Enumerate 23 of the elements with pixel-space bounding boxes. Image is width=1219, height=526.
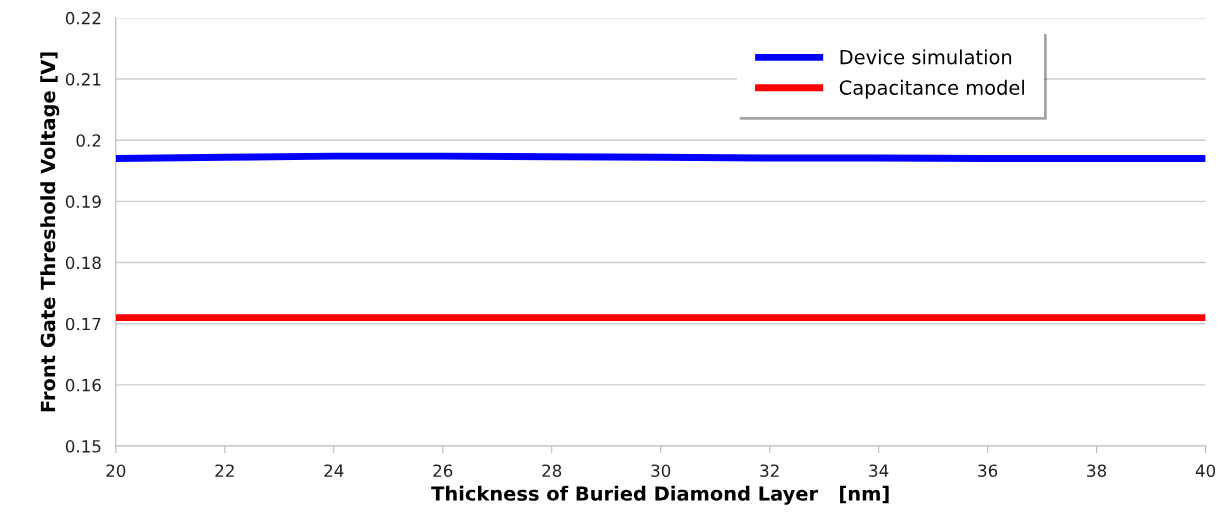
x-tick-label: 26 bbox=[433, 464, 453, 477]
x-tick-label: 24 bbox=[324, 464, 344, 477]
legend-label: Device simulation bbox=[840, 49, 1012, 65]
legend-label: Capacitance model bbox=[839, 79, 1024, 99]
y-tick-label: 0.15 bbox=[65, 440, 101, 453]
y-tick-label: 0.19 bbox=[65, 195, 101, 208]
x-tick-label: 38 bbox=[1087, 464, 1107, 477]
y-tick-label: 0.2 bbox=[76, 134, 101, 147]
y-tick-label: 0.21 bbox=[65, 73, 101, 86]
x-tick-label: 30 bbox=[651, 464, 671, 477]
x-axis-title: Thickness of Buried Diamond Layer [nm] bbox=[431, 485, 889, 505]
y-tick-label: 0.18 bbox=[65, 256, 101, 270]
x-tick-label: 22 bbox=[215, 464, 234, 477]
x-tick-label: 20 bbox=[106, 464, 126, 477]
x-tick-label: 36 bbox=[978, 464, 998, 477]
x-tick-label: 40 bbox=[1195, 464, 1216, 477]
x-tick-label: 28 bbox=[542, 464, 562, 477]
y-tick-label: 0.17 bbox=[65, 317, 101, 331]
x-tick-label: 34 bbox=[869, 464, 889, 477]
x-tick-label: 32 bbox=[760, 464, 779, 477]
y-tick-label: 0.16 bbox=[65, 378, 101, 392]
y-axis-title: Front Gate Threshold Voltage [V] bbox=[40, 52, 60, 412]
y-tick-label: 0.22 bbox=[65, 11, 101, 25]
